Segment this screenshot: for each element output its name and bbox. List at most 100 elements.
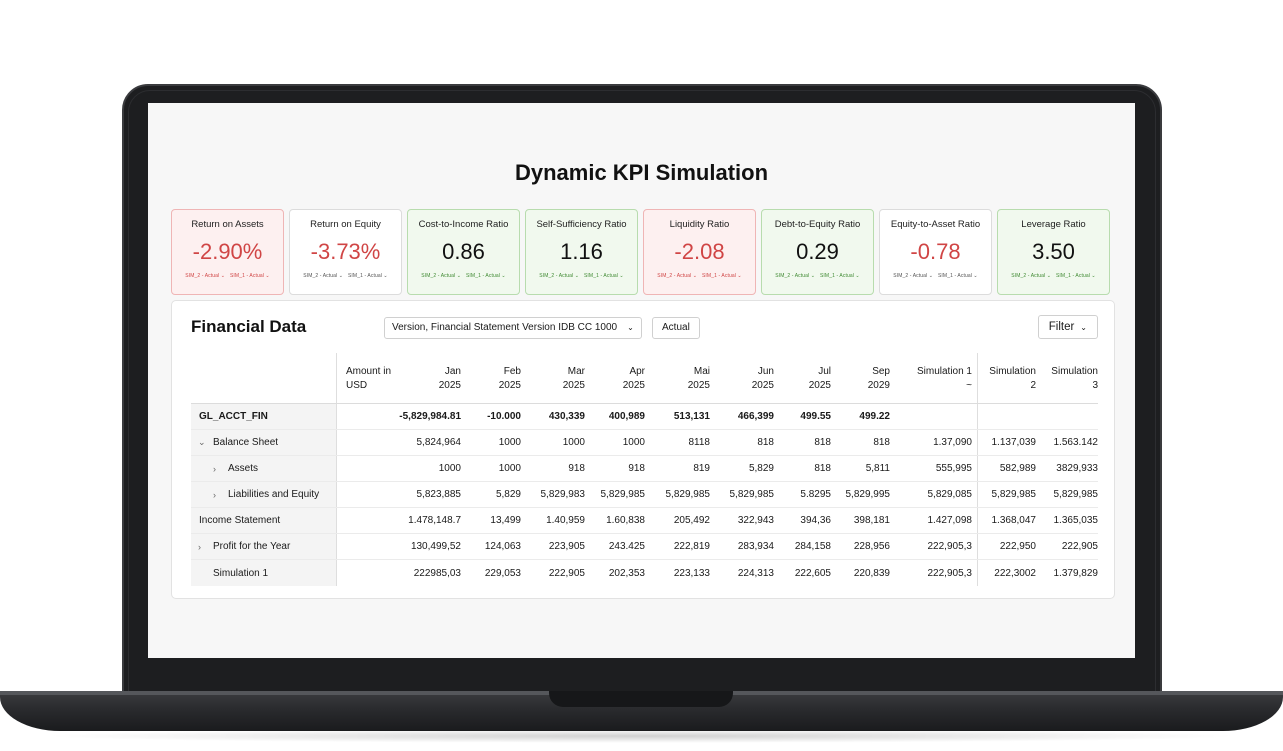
row-label: › Assets	[191, 456, 337, 481]
cell-sim2: 3829,933	[1056, 463, 1098, 474]
cell-jan: -10.000	[487, 411, 521, 422]
kpi-comparison-sim1[interactable]: SIM_1 - Actual ⌄	[1056, 273, 1096, 279]
cell-jul: 228,956	[853, 541, 890, 552]
cell-amt: 5,824,964	[416, 437, 462, 448]
header-sep: Sep 2029	[867, 366, 890, 391]
kpi-title: Debt-to-Equity Ratio	[774, 219, 861, 230]
kpi-comparison-sim2[interactable]: SIM_2 - Actual ⌄	[421, 273, 461, 279]
kpi-title: Return on Assets	[191, 219, 264, 230]
header-feb: Feb 2025	[498, 366, 521, 391]
cell-sim1: 222,3002	[994, 567, 1036, 579]
cell-jun: 5.8295	[800, 489, 831, 500]
kpi-comparison-sim1[interactable]: SIM_1 - Actual ⌄	[466, 273, 506, 279]
table-row[interactable]: › Liabilities and Equity 5,823,885 5,829 5,8…	[191, 482, 1098, 508]
cell-jul: 499.22	[859, 411, 890, 422]
cell-jun: 818	[814, 463, 831, 474]
kpi-comparison-sim2[interactable]: SIM_2 - Actual ⌄	[1011, 273, 1051, 279]
chevron-right-icon[interactable]: ›	[213, 489, 216, 500]
cell-mar: 400,989	[608, 411, 645, 422]
kpi-comparison-sim2[interactable]: SIM_2 - Actual ⌄	[185, 273, 225, 279]
chevron-down-icon[interactable]: ⌄	[198, 437, 206, 447]
kpi-card[interactable]: Leverage Ratio 3.50 SIM_2 - Actual ⌄ SIM_1 …	[997, 209, 1110, 295]
cell-mai: 283,934	[737, 541, 774, 552]
kpi-card[interactable]: Return on Assets -2.90% SIM_2 - Actual ⌄ SI…	[171, 209, 284, 295]
kpi-comparison-sim1[interactable]: SIM_1 - Actual ⌄	[820, 273, 860, 279]
cell-sep: 222,905,3	[890, 560, 978, 586]
kpi-card[interactable]: Self-Sufficiency Ratio 1.16 SIM_2 - Actual…	[525, 209, 638, 295]
table-row[interactable]: GL_ACCT_FIN -5,829,984.81 -10.000 430,339 40…	[191, 404, 1098, 430]
cell-sep	[890, 404, 978, 429]
cell-apr: 222,819	[673, 541, 710, 552]
table-row[interactable]: ⌄ Balance Sheet 5,824,964 1000 1000 1000 8118 8…	[191, 430, 1098, 456]
kpi-comparison-sim2[interactable]: SIM_2 - Actual ⌄	[303, 273, 343, 279]
kpi-comparison-sim2[interactable]: SIM_2 - Actual ⌄	[539, 273, 579, 279]
chevron-down-icon: ⌄	[1080, 323, 1087, 332]
cell-jan: 124,063	[484, 541, 521, 552]
cell-mai: 466,399	[737, 411, 774, 422]
kpi-comparison: SIM_2 - Actual ⌄ SIM_1 - Actual ⌄	[762, 273, 873, 279]
cell-amt: 5,823,885	[416, 489, 462, 500]
version-dropdown-label: Version, Financial Statement Version IDB…	[392, 322, 618, 333]
kpi-comparison-sim1[interactable]: SIM_1 - Actual ⌄	[230, 273, 270, 279]
table-row[interactable]: Income Statement 1.478,148.7 13,499 1.40,95…	[191, 508, 1098, 534]
kpi-title: Leverage Ratio	[1021, 219, 1086, 230]
row-label: Income Statement	[191, 508, 337, 533]
version-dropdown[interactable]: Version, Financial Statement Version IDB…	[384, 317, 642, 339]
kpi-card[interactable]: Cost-to-Income Ratio 0.86 SIM_2 - Actual ⌄…	[407, 209, 520, 295]
header-simulation-1: Simulation 1 ~	[890, 353, 978, 403]
cell-amt: -5,829,984.81	[399, 411, 461, 422]
kpi-comparison: SIM_2 - Actual ⌄ SIM_1 - Actual ⌄	[880, 273, 991, 279]
kpi-value: -0.78	[910, 239, 961, 264]
kpi-comparison-sim2[interactable]: SIM_2 - Actual ⌄	[657, 273, 697, 279]
cell-amt: 1.478,148.7	[408, 515, 461, 526]
row-label-text: Income Statement	[199, 515, 281, 526]
chevron-right-icon[interactable]: ›	[198, 541, 201, 552]
table-row[interactable]: Simulation 1 222985,03 229,053 222,905 202,3…	[191, 560, 1098, 586]
cell-mai: 224,313	[737, 567, 774, 579]
kpi-title: Equity-to-Asset Ratio	[890, 219, 981, 230]
table-row[interactable]: › Profit for the Year 130,499,52 124,063 223…	[191, 534, 1098, 560]
kpi-card[interactable]: Equity-to-Asset Ratio -0.78 SIM_2 - Actual…	[879, 209, 992, 295]
cell-apr: 819	[693, 463, 710, 474]
chevron-right-icon[interactable]: ›	[213, 463, 216, 474]
kpi-comparison-sim2[interactable]: SIM_2 - Actual ⌄	[775, 273, 815, 279]
cell-sim2: 1.563.142	[1053, 437, 1099, 448]
cell-feb: 1000	[562, 437, 585, 448]
kpi-comparison-sim1[interactable]: SIM_1 - Actual ⌄	[938, 273, 978, 279]
cell-feb: 222,905	[548, 567, 585, 579]
cell-jan: 229,053	[484, 567, 521, 579]
kpi-comparison-sim2[interactable]: SIM_2 - Actual ⌄	[893, 273, 933, 279]
cell-amt: 130,499,52	[410, 541, 461, 552]
cell-sep: 1.427,098	[890, 508, 978, 533]
header-mai: Mai 2025	[687, 366, 710, 391]
row-label: › Liabilities and Equity	[191, 482, 337, 507]
kpi-card[interactable]: Liquidity Ratio -2.08 SIM_2 - Actual ⌄ SIM_…	[643, 209, 756, 295]
kpi-comparison-sim1[interactable]: SIM_1 - Actual ⌄	[584, 273, 624, 279]
kpi-title: Cost-to-Income Ratio	[418, 219, 509, 230]
kpi-comparison: SIM_2 - Actual ⌄ SIM_1 - Actual ⌄	[998, 273, 1109, 279]
cell-mar: 5,829,985	[600, 489, 646, 500]
kpi-card[interactable]: Debt-to-Equity Ratio 0.29 SIM_2 - Actual ⌄…	[761, 209, 874, 295]
filter-button[interactable]: Filter ⌄	[1037, 315, 1098, 339]
table-row[interactable]: › Assets 1000 1000 918 918 819 5,829 818 5,811 555…	[191, 456, 1098, 482]
kpi-comparison: SIM_2 - Actual ⌄ SIM_1 - Actual ⌄	[644, 273, 755, 279]
cell-jul: 5,829,995	[845, 489, 891, 500]
cell-sim1	[978, 404, 1036, 429]
cell-jun: 394,36	[800, 515, 831, 526]
kpi-comparison: SIM_2 - Actual ⌄ SIM_1 - Actual ⌄	[172, 273, 283, 279]
cell-apr: 205,492	[673, 515, 710, 526]
cell-jul: 220,839	[853, 567, 890, 579]
kpi-card[interactable]: Return on Equity -3.73% SIM_2 - Actual ⌄ SI…	[289, 209, 402, 295]
cell-mai: 322,943	[737, 515, 774, 526]
row-label: GL_ACCT_FIN	[191, 404, 337, 429]
cell-jul: 818	[873, 437, 890, 448]
cell-sim1: 582,989	[999, 463, 1036, 474]
actual-button[interactable]: Actual	[652, 317, 700, 339]
kpi-comparison-sim1[interactable]: SIM_1 - Actual ⌄	[702, 273, 742, 279]
cell-sim1: 1.368,047	[991, 515, 1037, 526]
header-jul: Jul 2025	[808, 366, 831, 391]
cell-sim1: 5,829,985	[991, 489, 1037, 500]
kpi-comparison-sim1[interactable]: SIM_1 - Actual ⌄	[348, 273, 388, 279]
cell-sim2: 1.379,829	[1053, 567, 1099, 579]
kpi-cards: Return on Assets -2.90% SIM_2 - Actual ⌄ SI…	[171, 209, 1110, 295]
